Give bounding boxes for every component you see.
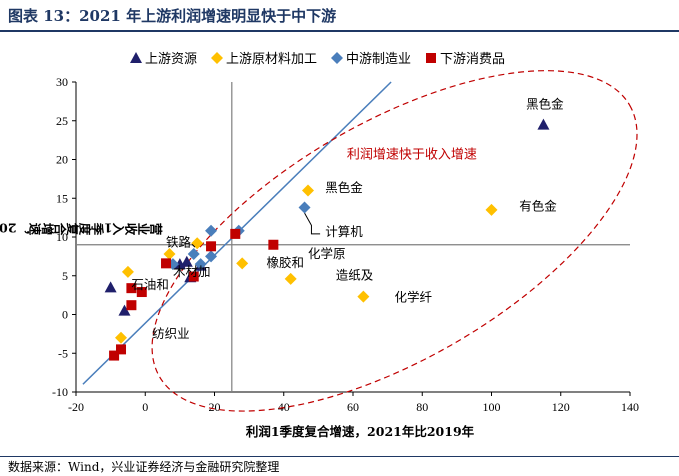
data-point-diamond	[115, 331, 128, 344]
x-tick-label: -20	[68, 400, 84, 414]
data-point-triangle	[118, 304, 131, 316]
point-label: 化学纤	[395, 289, 433, 304]
point-label: 木材加	[173, 264, 211, 279]
data-point-diamond	[205, 224, 218, 237]
y-axis-label: 营业收入1季度复合增速，2021年比2019年	[0, 221, 164, 236]
legend-label: 上游原材料加工	[226, 52, 317, 67]
data-point-diamond	[357, 290, 370, 303]
point-label: 黑色金	[526, 96, 564, 111]
x-tick-label: 100	[483, 400, 501, 414]
legend-marker	[331, 52, 343, 64]
y-tick-label: 15	[56, 191, 68, 205]
point-label: 化学原	[308, 246, 346, 261]
data-point-diamond	[163, 248, 176, 261]
y-tick-label: 10	[56, 230, 68, 244]
point-label: 有色金	[519, 199, 557, 214]
data-point-diamond	[485, 203, 498, 216]
legend-marker	[130, 52, 142, 63]
point-label: 纺织业	[152, 326, 190, 341]
data-point-square	[126, 283, 137, 294]
legend-marker	[211, 52, 223, 64]
data-point-diamond	[284, 272, 297, 285]
point-label: 造纸及	[336, 268, 374, 283]
data-point-diamond	[194, 258, 207, 271]
data-point-diamond	[236, 257, 249, 270]
legend-label: 中游制造业	[346, 52, 411, 67]
data-point-diamond	[298, 201, 311, 214]
data-point-triangle	[104, 281, 117, 293]
y-tick-label: 30	[56, 75, 68, 89]
point-label: 计算机	[325, 224, 363, 239]
title-bar: 图表 13：2021 年上游利润增速明显快于中下游	[0, 0, 679, 32]
data-point-square	[268, 239, 279, 250]
data-point-triangle	[173, 258, 186, 270]
y-tick-label: -5	[58, 346, 68, 360]
y-tick-label: 5	[62, 269, 68, 283]
x-tick-label: 80	[416, 400, 428, 414]
x-axis-label: 利润1季度复合增速，2021年比2019年	[246, 424, 475, 439]
highlight-label: 利润增速快于收入增速	[347, 148, 477, 163]
legend: 上游资源 上游原材料加工 中游制造业 下游消费品	[130, 52, 505, 67]
highlight-ellipse	[151, 70, 638, 412]
data-point-diamond	[187, 248, 200, 261]
page-title: 图表 13：2021 年上游利润增速明显快于中下游	[8, 7, 337, 25]
x-tick-label: 60	[347, 400, 359, 414]
data-point-square	[230, 228, 241, 239]
legend-label: 下游消费品	[440, 52, 505, 67]
point-label: 橡胶和	[266, 255, 304, 270]
data-point-square	[116, 344, 127, 355]
marks	[104, 118, 550, 361]
footer-divider	[0, 456, 679, 457]
legend-label: 上游资源	[145, 52, 197, 67]
data-point-triangle	[537, 118, 550, 130]
x-tick-label: 0	[142, 400, 148, 414]
data-point-square	[206, 241, 217, 252]
y-tick-label: 20	[56, 153, 68, 167]
data-point-square	[161, 258, 172, 269]
data-point-square	[109, 350, 120, 361]
x-tick-label: 120	[552, 400, 570, 414]
point-label: 黑色金	[325, 180, 363, 195]
axes: -10 -5 0 5 10 15 20 25 30 -20 0 20 40 60 80 100 120 140 利润…	[52, 70, 639, 414]
x-tick-label: 140	[621, 400, 639, 414]
y-tick-label: 0	[62, 308, 68, 322]
scatter-chart: 上游资源 上游原材料加工 中游制造业 下游消费品 -10-5051015202530-…	[0, 52, 639, 439]
data-point-square	[126, 300, 137, 311]
data-point-diamond	[191, 237, 204, 250]
leader-line	[304, 212, 321, 235]
y-tick-label: 25	[56, 114, 68, 128]
data-point-diamond	[205, 250, 218, 263]
point-label: 铁路、	[166, 234, 204, 249]
x-tick-label: 20	[209, 400, 221, 414]
data-point-triangle	[180, 255, 193, 267]
legend-marker	[426, 53, 436, 63]
x-tick-label: 40	[278, 400, 290, 414]
data-point-square	[136, 287, 147, 298]
data-point-square	[188, 271, 199, 282]
data-point-diamond	[121, 265, 134, 278]
y-tick-label: -10	[52, 385, 68, 399]
point-label: 石油和	[131, 277, 169, 292]
source-note: 数据来源：Wind，兴业证券经济与金融研究院整理	[8, 460, 280, 474]
data-point-diamond	[301, 184, 314, 197]
